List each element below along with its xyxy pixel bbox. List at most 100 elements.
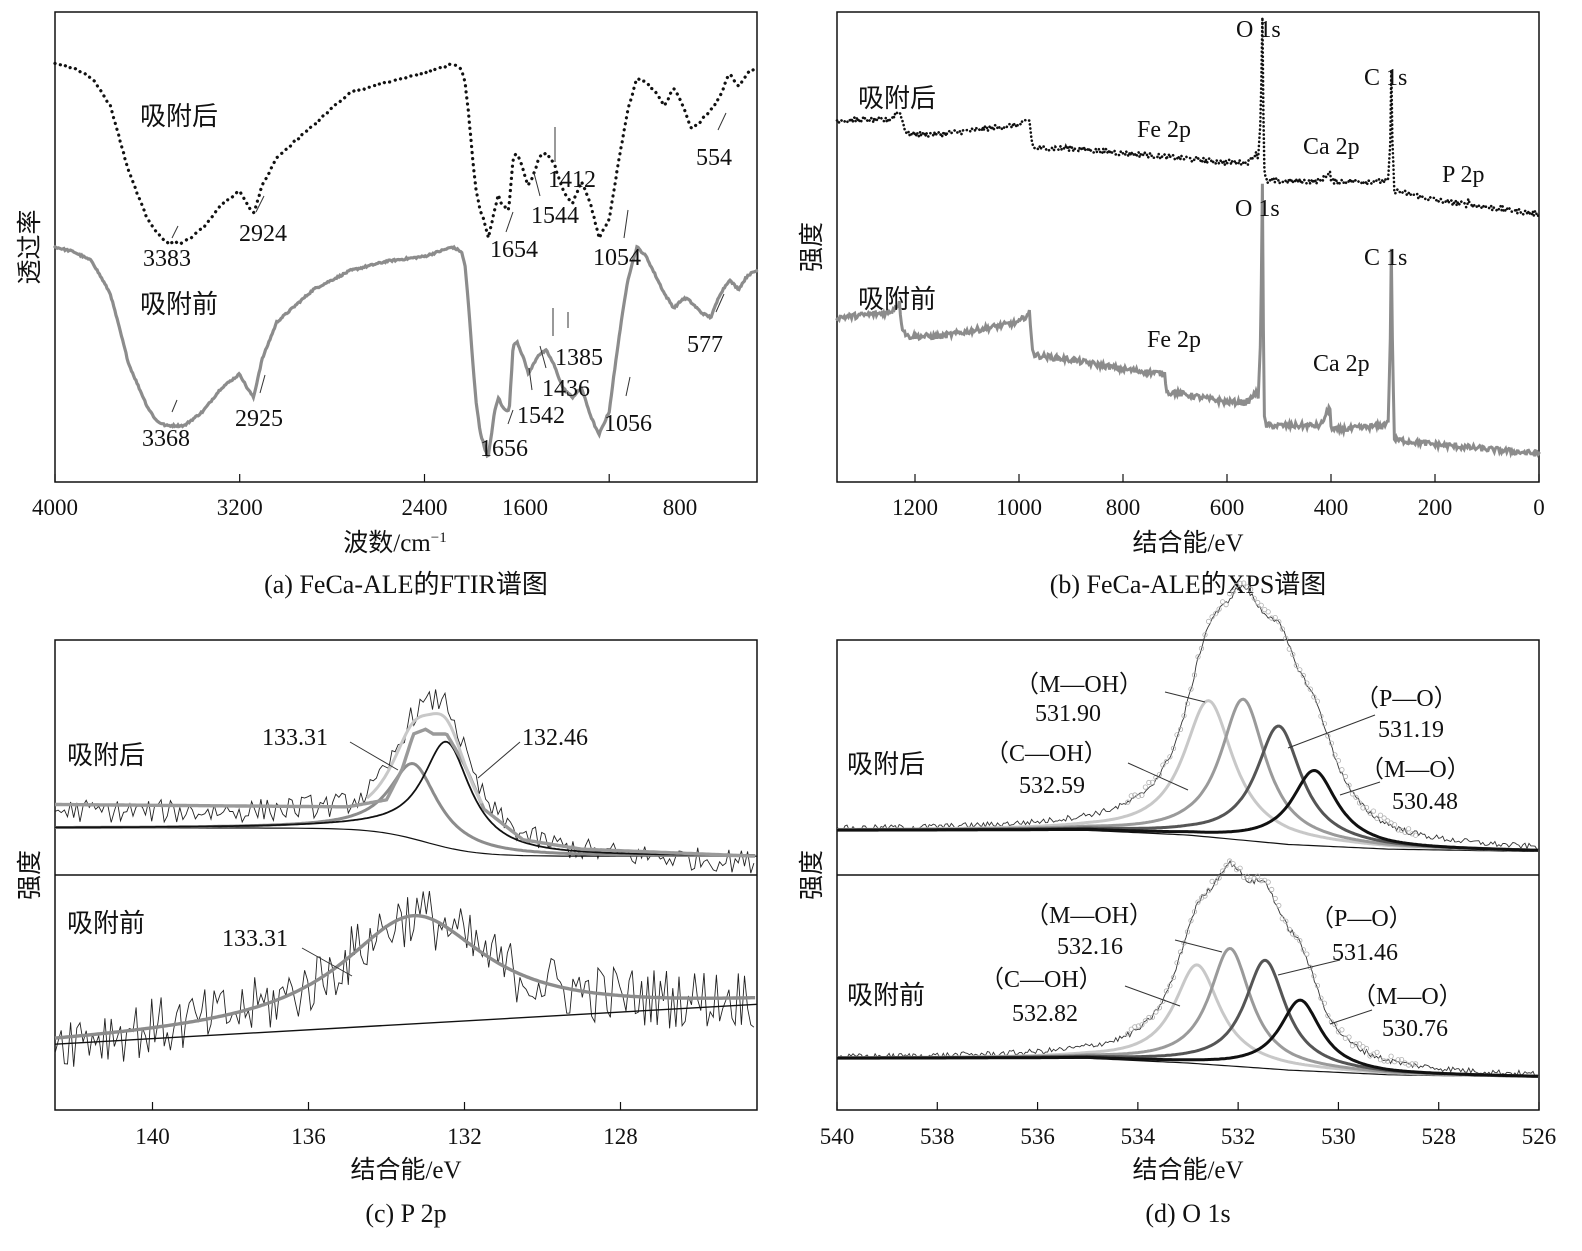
a-ann-2924: 2924 [239,221,287,247]
d-envelope-point-after [1269,615,1275,621]
c-leaders [301,741,521,977]
d-envelope-point-after [1286,646,1292,652]
b-ann-fe2p-before: Fe 2p [1147,327,1201,353]
c-ylabel: 强度 [16,850,44,900]
a-ann-3383: 3383 [143,246,191,272]
d-caption: (d) O 1s [1145,1199,1230,1228]
d-envelope-point-after [1213,611,1219,617]
panel-b-frame [836,11,1540,483]
b-xtick-600: 600 [1210,495,1245,520]
d-envelope-point-before [1220,868,1226,874]
d-envelope-point-before [1128,1026,1134,1032]
a-xtick-800: 800 [663,495,698,520]
d-envelope-point-after [1146,779,1152,786]
a-ann-1054: 1054 [593,245,641,271]
b-xtick-1200: 1200 [892,495,938,520]
panel-b-xticks: 1200 1000 800 600 400 200 0 [892,474,1545,520]
d-ann-moh-before: （M—OH） [1025,903,1153,929]
d-envelope-point-after [1370,808,1377,814]
d-xtick-534: 534 [1121,1124,1156,1149]
d-envelope-point-after [1307,686,1313,692]
d-envelope-point-before [1139,1022,1145,1028]
a-xtick-2400: 2400 [402,495,448,520]
d-envelope-point-before [1170,974,1177,981]
d-envelope-point-after [1149,779,1156,785]
d-envelope-point-before [1223,862,1229,869]
d-envelope-point-before [1177,949,1184,955]
d-envelope-point-after [1177,726,1184,733]
d-envelope-point-after [1300,672,1306,679]
panel-c-xticks: 140 136 132 128 [135,1102,638,1149]
d-envelope-point-before [1167,983,1173,989]
d-ann-coh-before: （C—OH） [980,967,1103,993]
a-ann-554: 554 [696,145,732,171]
a-xlabel: 波数/cm−1 [343,529,446,557]
d-ann-53259: 532.59 [1019,773,1085,799]
d-envelope-point-before [1191,909,1198,915]
d-envelope-point-before [1174,960,1180,966]
d-envelope-point-before [1255,873,1261,879]
d-envelope-point-after [1290,651,1296,658]
b-line-after [835,17,1541,219]
c-raw-after [54,689,755,874]
panel-a: 4000 3200 2400 1600 800 波数/cm−1 透过率 (a) … [16,11,759,599]
d-envelope-point-before [1399,1057,1405,1063]
d-envelope-point-before [1307,964,1313,970]
d-envelope-point-after [1258,602,1264,608]
d-envelope-point-after [1237,580,1243,586]
d-envelope-point-before [1293,934,1299,940]
b-xtick-1000: 1000 [996,495,1042,520]
a-ann-577: 577 [687,332,723,358]
panel-b: 1200 1000 800 600 400 200 0 结合能/eV 强度 (b) FeCa… [798,11,1545,599]
d-envelope-point-after [1255,599,1261,606]
a-xtick-4000: 4000 [32,495,78,520]
d-envelope-point-before [1318,995,1324,1001]
d-envelope-point-after [1395,827,1401,833]
c-ann-13331-after: 133.31 [262,725,328,751]
d-xtick-532: 532 [1221,1124,1256,1149]
c-caption: (c) P 2p [365,1199,446,1228]
d-envelope-point-after [1216,606,1222,612]
d-envelope-point-after [1135,793,1142,799]
d-envelope-point-after [1188,686,1194,692]
d-series-name-after: 吸附后 [847,750,925,779]
c-peak-13331-after [55,761,756,858]
d-raw-before [836,859,1539,1077]
d-envelope-point-before [1146,1014,1152,1021]
d-envelope-point-before [1160,998,1166,1004]
d-envelope-point-after [1356,800,1363,806]
b-xtick-0: 0 [1533,495,1545,520]
d-envelope-point-after [1206,618,1212,625]
d-envelope-point-before [1258,877,1264,884]
d-xtick-536: 536 [1020,1124,1055,1149]
d-envelope-point-before [1395,1057,1401,1063]
d-envelope-point-before [1388,1053,1394,1059]
d-envelope-point-before [1356,1041,1363,1047]
b-ann-fe2p-after: Fe 2p [1137,117,1191,143]
b-line-before [835,183,1541,459]
d-envelope-point-after [1181,713,1187,719]
d-envelope-point-after [1198,645,1205,652]
a-ylabel: 透过率 [16,209,44,284]
d-ann-53119: 531.19 [1378,717,1444,743]
b-ann-c1s-before: C 1s [1364,245,1407,271]
d-envelope-point-before [1269,886,1275,893]
d-envelope-point-before [1304,951,1310,957]
d-envelope-point-before [1142,1018,1149,1024]
b-ann-o1s-before: O 1s [1235,196,1280,222]
d-envelope-point-before [1413,1061,1419,1067]
d-ann-mo-after: （M—O） [1360,757,1471,783]
a-ann-1542: 1542 [517,403,565,429]
d-envelope-point-after [1272,614,1278,621]
d-xtick-538: 538 [920,1124,955,1149]
d-envelope-point-after [1223,601,1229,608]
d-envelope-point-before [1290,931,1296,937]
d-envelope-point-after [1374,815,1380,822]
d-envelope-point-before [1272,895,1278,902]
d-ann-po-before: （P—O） [1310,906,1413,932]
d-ann-coh-after: （C—OH） [985,741,1108,767]
d-xtick-530: 530 [1321,1124,1356,1149]
c-ann-13246: 132.46 [522,725,588,751]
b-xtick-800: 800 [1106,495,1141,520]
